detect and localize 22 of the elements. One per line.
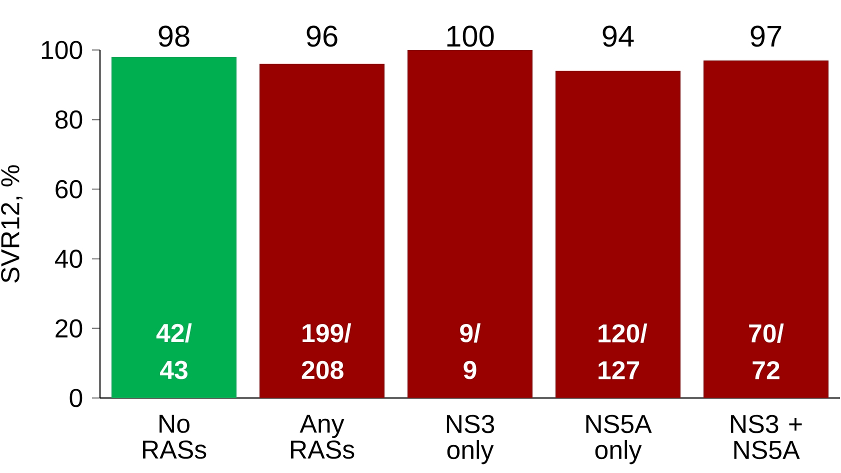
annotation: 42/ 43 — [156, 323, 192, 380]
data-label: 96 — [306, 26, 338, 47]
annotation: 70/ 72 — [749, 324, 784, 380]
x-tick-label: NS3 only — [446, 414, 494, 464]
y-tick-label: 20 — [56, 319, 82, 338]
annotation: 120/ 127 — [598, 324, 648, 380]
y-tick-label: 100 — [42, 40, 82, 60]
data-label: 97 — [750, 26, 782, 47]
x-tick-label: NS3 + NS5A — [731, 414, 802, 460]
y-axis-title: SVR12, % — [1, 165, 22, 283]
y-tick-label: 40 — [54, 250, 82, 268]
x-tick-label: Any RASs — [291, 414, 354, 459]
annotation: 9/ 9 — [460, 323, 481, 380]
y-tick-label: 60 — [56, 180, 82, 198]
x-tick-label: NS5A only — [586, 414, 652, 464]
annotation: 199/ 208 — [302, 323, 352, 380]
data-label: 100 — [447, 26, 494, 47]
x-tick-label: No RASs — [143, 414, 206, 459]
data-label: 98 — [158, 26, 190, 47]
y-tick-label: 80 — [55, 110, 82, 129]
y-tick-label: 0 — [70, 388, 82, 408]
data-label: 94 — [602, 26, 634, 47]
